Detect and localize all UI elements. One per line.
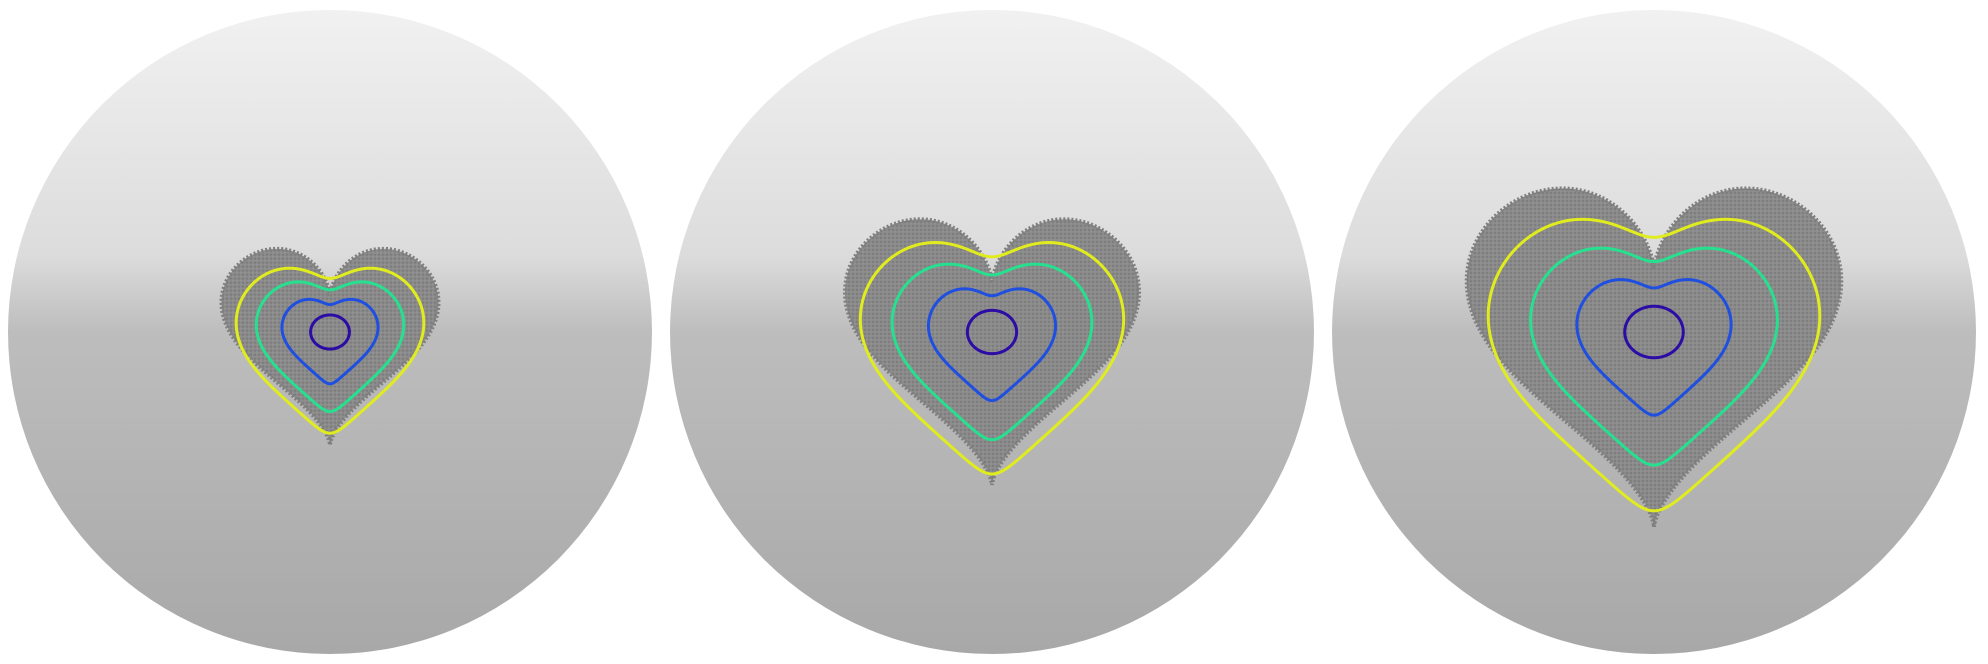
sphere-panel-3 (1332, 10, 1976, 654)
contour-level-1 (1623, 304, 1685, 360)
sphere-panel-2 (670, 10, 1314, 654)
contour-level-4 (234, 266, 426, 435)
contour-level-3 (890, 262, 1094, 442)
contour-level-2 (926, 287, 1058, 403)
contour-level-3 (254, 280, 406, 414)
contour-level-4 (1486, 217, 1822, 513)
contour-level-2 (280, 297, 380, 386)
contour-level-4 (858, 241, 1126, 476)
point-cloud-heart (219, 246, 441, 446)
contour-level-3 (1529, 246, 1779, 467)
contour-level-1 (965, 308, 1019, 356)
contour-level-2 (1575, 278, 1733, 417)
contour-level-1 (309, 313, 351, 351)
sphere-panel-1 (8, 10, 652, 654)
